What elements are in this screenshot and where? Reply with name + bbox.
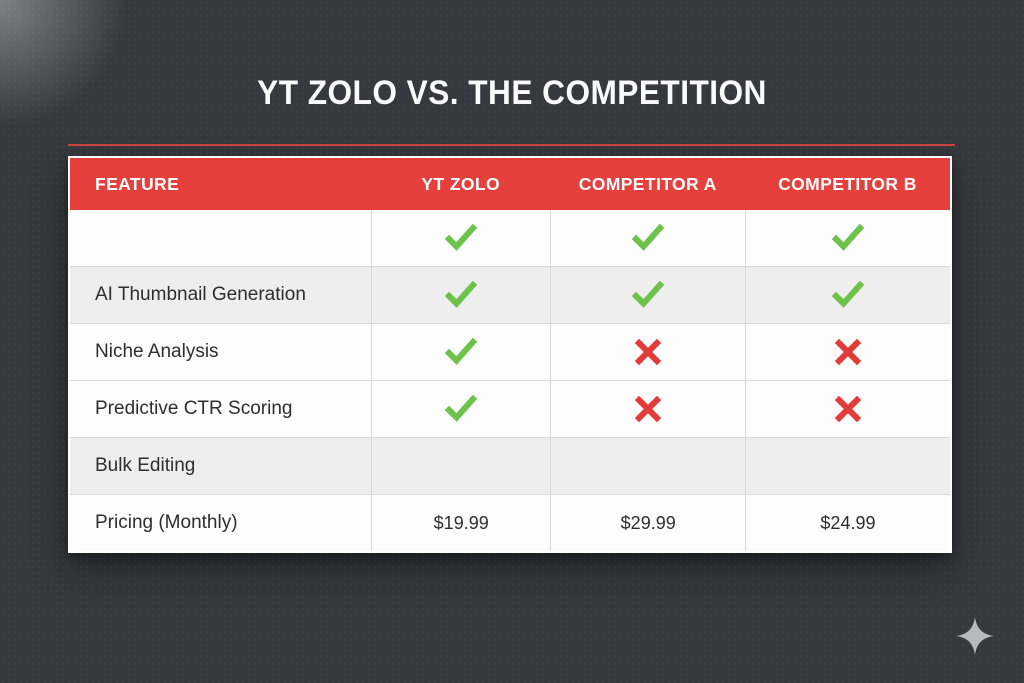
value-cell xyxy=(550,210,744,266)
page-title: YT ZOLO VS. THE COMPETITION xyxy=(257,74,767,112)
check-icon xyxy=(631,224,665,252)
comparison-table: FEATURE YT ZOLO COMPETITOR A COMPETITOR … xyxy=(68,156,952,553)
value-cell xyxy=(744,438,950,494)
cross-icon xyxy=(635,396,662,422)
value-cell: $19.99 xyxy=(370,495,551,551)
table-row xyxy=(70,210,950,266)
value-cell xyxy=(550,267,744,323)
value-cell xyxy=(744,210,950,266)
table-row: Pricing (Monthly) $19.99 $29.99 $24.99 xyxy=(70,494,950,551)
value-cell xyxy=(550,438,744,494)
table-header-row: FEATURE YT ZOLO COMPETITOR A COMPETITOR … xyxy=(70,158,950,210)
feature-cell: Niche Analysis xyxy=(95,341,219,362)
feature-cell: AI Thumbnail Generation xyxy=(95,284,306,305)
value-cell xyxy=(744,381,950,437)
check-icon xyxy=(444,395,478,423)
check-icon xyxy=(831,281,865,309)
feature-cell xyxy=(70,210,371,266)
feature-cell: Pricing (Monthly) xyxy=(95,512,238,533)
check-icon xyxy=(631,281,665,309)
cross-icon xyxy=(834,339,861,365)
table-body: AI Thumbnail Generation Niche Analysis Pre… xyxy=(70,210,950,551)
feature-cell: Predictive CTR Scoring xyxy=(95,398,293,419)
value-cell xyxy=(370,267,551,323)
value-cell xyxy=(370,324,551,380)
feature-cell: Bulk Editing xyxy=(95,455,196,476)
value-cell xyxy=(744,267,950,323)
corner-glow xyxy=(0,0,140,140)
value-cell xyxy=(370,210,551,266)
value-cell: $24.99 xyxy=(744,495,950,551)
value-cell: $29.99 xyxy=(550,495,744,551)
check-icon xyxy=(831,224,865,252)
table-row: AI Thumbnail Generation xyxy=(70,266,950,323)
value-cell xyxy=(370,381,551,437)
header-yt-zolo: YT ZOLO xyxy=(421,173,501,194)
table-row: Bulk Editing xyxy=(70,437,950,494)
table-row: Predictive CTR Scoring xyxy=(70,380,950,437)
value-cell xyxy=(370,438,551,494)
value-cell xyxy=(550,381,744,437)
title-divider-line xyxy=(68,144,955,146)
table-row: Niche Analysis xyxy=(70,323,950,380)
sparkle-icon xyxy=(953,614,997,658)
header-feature: FEATURE xyxy=(95,173,180,194)
header-competitor-a: COMPETITOR A xyxy=(578,173,717,194)
value-cell xyxy=(744,324,950,380)
header-competitor-b: COMPETITOR B xyxy=(778,173,917,194)
check-icon xyxy=(444,338,478,366)
check-icon xyxy=(444,224,478,252)
check-icon xyxy=(444,281,478,309)
cross-icon xyxy=(834,396,861,422)
value-cell xyxy=(550,324,744,380)
cross-icon xyxy=(635,339,662,365)
